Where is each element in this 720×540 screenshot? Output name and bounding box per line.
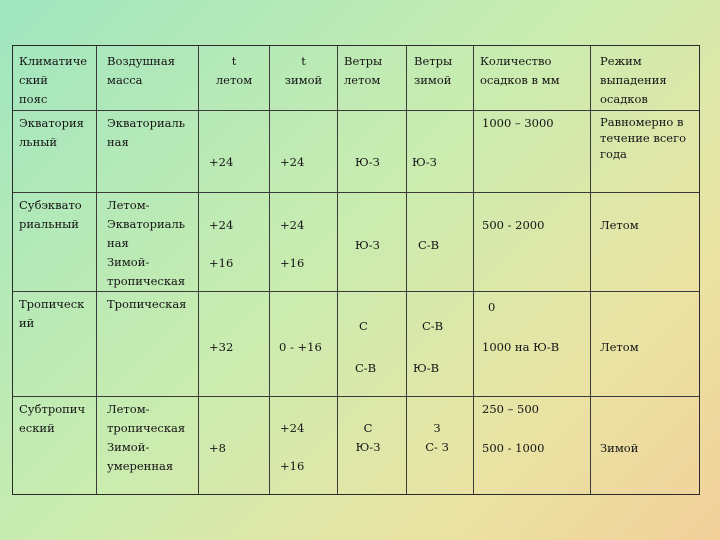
row3-precip-mode: Летом — [600, 340, 639, 354]
row4-zone: Субтропич еский — [19, 402, 86, 435]
header-winds-winter: Ветры зимой — [414, 54, 453, 87]
row1-t-summer: +24 — [209, 155, 234, 169]
row1-winds-winter: Ю-З — [412, 155, 437, 169]
row3-winds-summer-1: С — [359, 319, 368, 333]
header-t-summer: t летом — [215, 54, 253, 87]
row2-air-mass: Летом- Экваториаль ная Зимой- тропическа… — [107, 198, 186, 288]
row3-winds-winter-2: Ю-В — [413, 361, 440, 375]
row3-winds-winter-1: С-В — [422, 319, 444, 333]
row4-t-summer: +8 — [209, 441, 226, 455]
row2-winds-summer: Ю-З — [355, 238, 380, 252]
row2-winds-winter: С-В — [418, 238, 440, 252]
row1-zone: Экватория льный — [19, 116, 84, 149]
row2-precip-mode: Летом — [600, 218, 639, 232]
row4-t-winter: +24 +16 — [280, 421, 305, 473]
row3-t-summer: +32 — [209, 340, 234, 354]
row1-precip-amount: 1000 – 3000 — [482, 116, 554, 130]
row2-zone: Субэквато риальный — [19, 198, 82, 231]
row3-zone: Тропическ ий — [19, 297, 85, 330]
row3-air-mass: Тропическая — [107, 297, 187, 311]
row3-winds-summer-2: С-В — [355, 361, 377, 375]
column-divider — [337, 46, 338, 494]
row2-precip-amount: 500 - 2000 — [482, 218, 545, 232]
row1-air-mass: Экваториаль ная — [107, 116, 186, 149]
row4-precip-amount-1: 250 – 500 — [482, 402, 539, 416]
header-precip-amount: Количество осадков в мм — [480, 54, 560, 87]
row1-t-winter: +24 — [280, 155, 305, 169]
row-divider — [13, 110, 699, 111]
header-air-mass: Воздушная масса — [107, 54, 175, 87]
row1-precip-mode: Равномерно в течение всего года — [600, 115, 687, 161]
row2-t-summer: +24 +16 — [209, 218, 234, 270]
row4-winds-summer: С Ю-З — [355, 421, 381, 454]
column-divider — [590, 46, 591, 494]
row-divider — [13, 291, 699, 292]
row-divider — [13, 396, 699, 397]
row3-t-winter: 0 - +16 — [279, 340, 322, 354]
row3-precip-amount-2: 1000 на Ю-В — [482, 340, 560, 354]
column-divider — [473, 46, 474, 494]
header-zone: Климатиче ский пояс — [19, 54, 88, 106]
row1-winds-summer: Ю-З — [355, 155, 380, 169]
column-divider — [406, 46, 407, 494]
row4-precip-amount-2: 500 - 1000 — [482, 441, 545, 455]
header-t-winter: t зимой — [284, 54, 323, 87]
header-winds-summer: Ветры летом — [344, 54, 383, 87]
row2-t-winter: +24 +16 — [280, 218, 305, 270]
row4-air-mass: Летом- тропическая Зимой- умеренная — [107, 402, 186, 473]
climate-table: Климатиче ский пояс Воздушная масса t ле… — [12, 45, 700, 495]
row4-winds-winter: З С- З — [425, 421, 449, 454]
column-divider — [269, 46, 270, 494]
row4-precip-mode: Зимой — [600, 441, 639, 455]
header-precip-mode: Режим выпадения осадков — [600, 54, 667, 106]
row-divider — [13, 192, 699, 193]
row3-precip-amount-1: 0 — [488, 300, 496, 314]
column-divider — [198, 46, 199, 494]
column-divider — [96, 46, 97, 494]
